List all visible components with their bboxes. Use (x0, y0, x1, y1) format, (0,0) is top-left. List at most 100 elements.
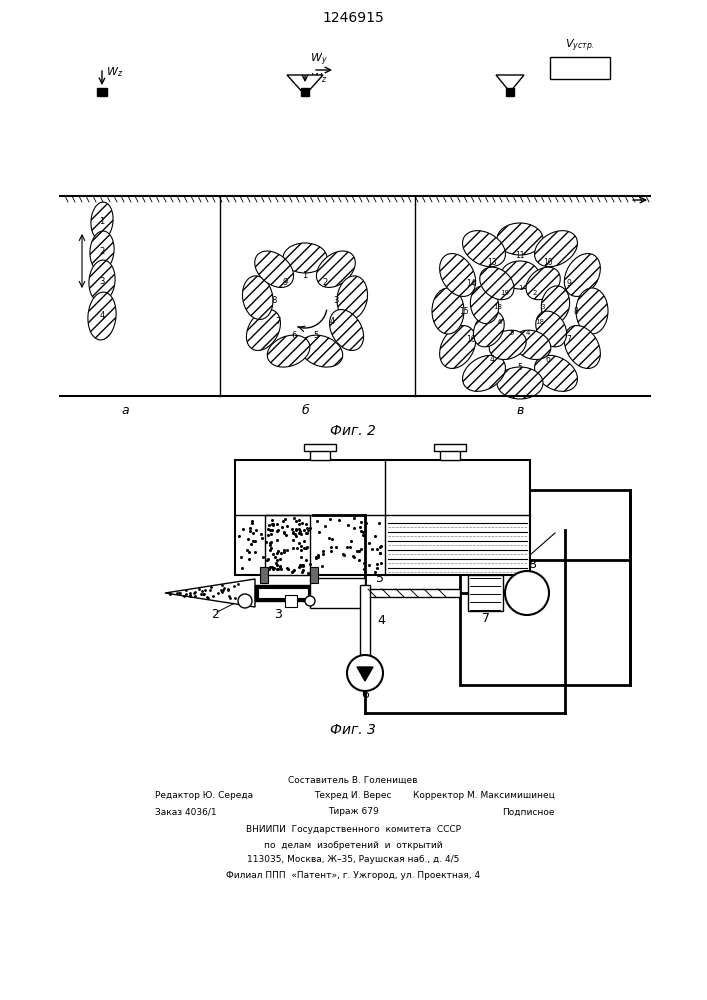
Bar (304, 444, 336, 451)
Bar (365, 589, 460, 597)
Text: Техред И. Верес: Техред И. Верес (314, 792, 392, 800)
Ellipse shape (489, 330, 526, 360)
Text: б: б (301, 404, 309, 418)
Text: 2: 2 (532, 290, 537, 296)
Text: 1: 1 (518, 285, 522, 291)
Ellipse shape (255, 251, 293, 287)
Text: Тираж 679: Тираж 679 (327, 808, 378, 816)
Ellipse shape (432, 288, 464, 334)
Ellipse shape (89, 260, 115, 302)
Ellipse shape (462, 355, 506, 391)
Text: Составитель В. Голенищев: Составитель В. Голенищев (288, 776, 418, 784)
Ellipse shape (514, 330, 551, 360)
Text: по  делам  изобретений  и  открытий: по делам изобретений и открытий (264, 840, 443, 850)
Ellipse shape (542, 286, 570, 324)
Ellipse shape (440, 326, 476, 368)
Circle shape (347, 655, 383, 691)
Bar (550, 57, 610, 79)
Text: 19: 19 (501, 290, 510, 296)
Text: 3: 3 (540, 304, 545, 310)
Text: 8: 8 (271, 296, 277, 305)
Text: Фиг. 2: Фиг. 2 (330, 424, 376, 438)
Ellipse shape (267, 335, 310, 367)
Bar (235, 460, 530, 575)
Text: 6: 6 (546, 355, 551, 364)
Text: 11: 11 (515, 250, 525, 259)
Ellipse shape (243, 276, 273, 319)
Ellipse shape (474, 311, 504, 347)
Text: Подписное: Подписное (503, 808, 555, 816)
Circle shape (505, 571, 549, 615)
Text: 5: 5 (510, 330, 514, 336)
Text: 6: 6 (361, 688, 369, 702)
Text: 13: 13 (487, 258, 497, 267)
Bar (255, 585, 310, 601)
Ellipse shape (337, 276, 368, 319)
Ellipse shape (247, 310, 281, 350)
Text: 4: 4 (489, 355, 494, 364)
Bar (265, 515, 310, 575)
Circle shape (305, 596, 315, 606)
Text: 5: 5 (376, 572, 384, 585)
Text: 2: 2 (211, 608, 219, 621)
Ellipse shape (300, 335, 343, 367)
Text: в: в (516, 404, 524, 418)
Bar (468, 575, 503, 611)
Text: 7: 7 (276, 317, 281, 326)
Bar (97, 88, 107, 96)
Text: $W_y$: $W_y$ (310, 52, 327, 68)
Text: М: М (520, 585, 534, 600)
Circle shape (238, 594, 252, 608)
Ellipse shape (501, 261, 539, 289)
Polygon shape (496, 75, 524, 92)
Text: Заказ 4036/1: Заказ 4036/1 (155, 808, 216, 816)
Text: 3: 3 (99, 276, 105, 286)
Text: 7: 7 (566, 334, 571, 344)
Bar (310, 578, 365, 608)
Ellipse shape (440, 254, 476, 296)
Bar (506, 88, 514, 96)
Bar (434, 444, 466, 451)
Text: 15: 15 (459, 306, 469, 316)
Text: 2: 2 (322, 278, 327, 287)
Bar (460, 490, 630, 685)
Text: 9: 9 (283, 278, 288, 287)
Text: 18: 18 (535, 320, 544, 326)
Ellipse shape (497, 367, 543, 399)
Text: 3: 3 (333, 296, 338, 305)
Ellipse shape (283, 243, 327, 273)
Text: 4: 4 (100, 312, 105, 320)
Ellipse shape (526, 267, 560, 300)
Text: 6: 6 (292, 331, 297, 340)
Text: 8: 8 (528, 558, 536, 572)
Text: $W_z$: $W_z$ (310, 71, 327, 85)
Text: 5: 5 (313, 331, 318, 340)
Ellipse shape (90, 231, 114, 271)
Ellipse shape (88, 292, 116, 340)
Text: 16: 16 (467, 334, 477, 344)
Text: 18: 18 (493, 304, 502, 310)
Bar (310, 567, 318, 583)
Ellipse shape (534, 355, 578, 391)
Text: $V_{устр.}$: $V_{устр.}$ (565, 38, 595, 54)
Bar (285, 595, 297, 607)
Ellipse shape (534, 231, 578, 267)
Ellipse shape (462, 231, 506, 267)
Text: 6: 6 (498, 320, 503, 326)
Text: Филиал ППП  «Патент», г. Ужгород, ул. Проектная, 4: Филиал ППП «Патент», г. Ужгород, ул. Про… (226, 870, 480, 880)
Ellipse shape (564, 326, 600, 368)
Text: 4: 4 (377, 613, 385, 626)
Ellipse shape (564, 254, 600, 296)
Text: Редактор Ю. Середа: Редактор Ю. Середа (155, 792, 253, 800)
Text: 5: 5 (518, 362, 522, 371)
Text: 10: 10 (543, 258, 553, 267)
Text: 8: 8 (573, 306, 578, 316)
Ellipse shape (329, 310, 363, 350)
Text: Фиг. 3: Фиг. 3 (330, 723, 376, 737)
Text: 9: 9 (566, 278, 571, 288)
Text: 4: 4 (526, 330, 530, 336)
Ellipse shape (91, 202, 113, 240)
Polygon shape (287, 75, 323, 95)
Text: 2: 2 (100, 246, 105, 255)
Bar (260, 567, 268, 583)
